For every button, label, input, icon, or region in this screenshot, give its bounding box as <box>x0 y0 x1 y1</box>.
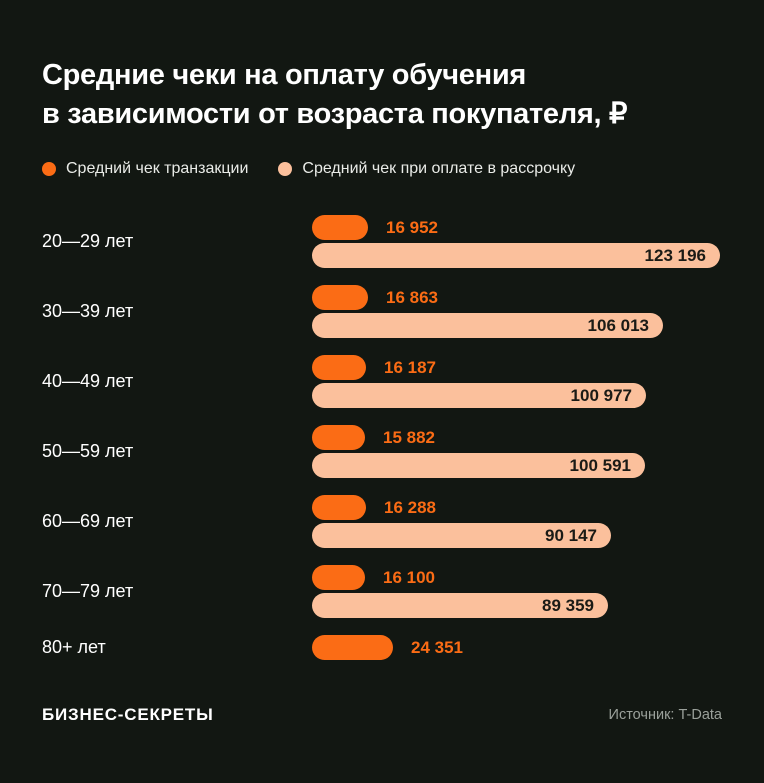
value-label-transaction: 16 863 <box>386 287 438 307</box>
bar-line-transaction: 16 952 <box>312 215 722 240</box>
legend-dot-transaction-icon <box>42 162 56 176</box>
footer: БИЗНЕС-СЕКРЕТЫ Источник: T-Data <box>42 705 722 725</box>
chart-row: 80+ лет 24 351 <box>42 635 722 660</box>
category-label: 20—29 лет <box>42 231 134 251</box>
category-label: 40—49 лет <box>42 371 134 391</box>
bar-installment: 100 591 <box>312 453 645 478</box>
bar-transaction <box>312 495 366 520</box>
bar-installment: 100 977 <box>312 383 646 408</box>
bar-transaction <box>312 635 393 660</box>
bar-transaction <box>312 215 368 240</box>
category-label: 60—69 лет <box>42 511 134 531</box>
chart-row: 30—39 лет 16 863 106 013 <box>42 285 722 338</box>
value-label-installment: 100 977 <box>570 385 632 405</box>
value-label-installment: 106 013 <box>587 315 649 335</box>
chart-row: 60—69 лет 16 288 90 147 <box>42 495 722 548</box>
value-label-installment: 89 359 <box>542 595 594 615</box>
chart-row: 40—49 лет 16 187 100 977 <box>42 355 722 408</box>
bar-chart: 20—29 лет 16 952 123 196 30—39 лет 16 863 106… <box>0 178 764 660</box>
chart-row: 50—59 лет 15 882 100 591 <box>42 425 722 478</box>
chart-row: 70—79 лет 16 100 89 359 <box>42 565 722 618</box>
bar-group: 16 187 100 977 <box>312 355 722 408</box>
value-label-transaction: 15 882 <box>383 427 435 447</box>
category-label: 70—79 лет <box>42 581 134 601</box>
bar-line-transaction: 15 882 <box>312 425 722 450</box>
legend: Средний чек транзакции Средний чек при о… <box>0 134 764 178</box>
value-label-installment: 90 147 <box>545 525 597 545</box>
bar-group: 16 863 106 013 <box>312 285 722 338</box>
bar-line-transaction: 16 187 <box>312 355 722 380</box>
category-label: 50—59 лет <box>42 441 134 461</box>
value-label-transaction: 16 100 <box>383 567 435 587</box>
bar-installment: 123 196 <box>312 243 720 268</box>
bar-group: 15 882 100 591 <box>312 425 722 478</box>
legend-item-transaction: Средний чек транзакции <box>42 160 248 178</box>
bar-group: 24 351 <box>312 635 722 660</box>
bar-transaction <box>312 425 365 450</box>
bar-installment: 89 359 <box>312 593 608 618</box>
page-title-line1: Средние чеки на оплату обучения <box>42 59 526 91</box>
category-label: 80+ лет <box>42 637 106 657</box>
bar-line-transaction: 24 351 <box>312 635 722 660</box>
bar-transaction <box>312 355 366 380</box>
bar-group: 16 952 123 196 <box>312 215 722 268</box>
value-label-transaction: 16 952 <box>386 217 438 237</box>
value-label-transaction: 24 351 <box>411 637 463 657</box>
bar-line-transaction: 16 863 <box>312 285 722 310</box>
category-label: 30—39 лет <box>42 301 134 321</box>
page-title: Средние чеки на оплату обучения в зависи… <box>0 0 764 134</box>
source-label: Источник: T-Data <box>608 707 722 723</box>
bar-installment: 106 013 <box>312 313 663 338</box>
bar-group: 16 288 90 147 <box>312 495 722 548</box>
value-label-installment: 100 591 <box>569 455 631 475</box>
legend-label-installment: Средний чек при оплате в рассрочку <box>302 160 576 177</box>
value-label-transaction: 16 187 <box>384 357 436 377</box>
value-label-transaction: 16 288 <box>384 497 436 517</box>
bar-group: 16 100 89 359 <box>312 565 722 618</box>
legend-item-installment: Средний чек при оплате в рассрочку <box>278 160 575 178</box>
bar-line-transaction: 16 100 <box>312 565 722 590</box>
bar-installment: 90 147 <box>312 523 611 548</box>
page-title-line2: в зависимости от возраста покупателя, ₽ <box>42 98 628 130</box>
bar-line-transaction: 16 288 <box>312 495 722 520</box>
chart-row: 20—29 лет 16 952 123 196 <box>42 215 722 268</box>
legend-dot-installment-icon <box>278 162 293 176</box>
bar-transaction <box>312 285 368 310</box>
brand-logo: БИЗНЕС-СЕКРЕТЫ <box>42 705 214 724</box>
bar-transaction <box>312 565 365 590</box>
legend-label-transaction: Средний чек транзакции <box>66 160 249 177</box>
value-label-installment: 123 196 <box>644 245 706 265</box>
